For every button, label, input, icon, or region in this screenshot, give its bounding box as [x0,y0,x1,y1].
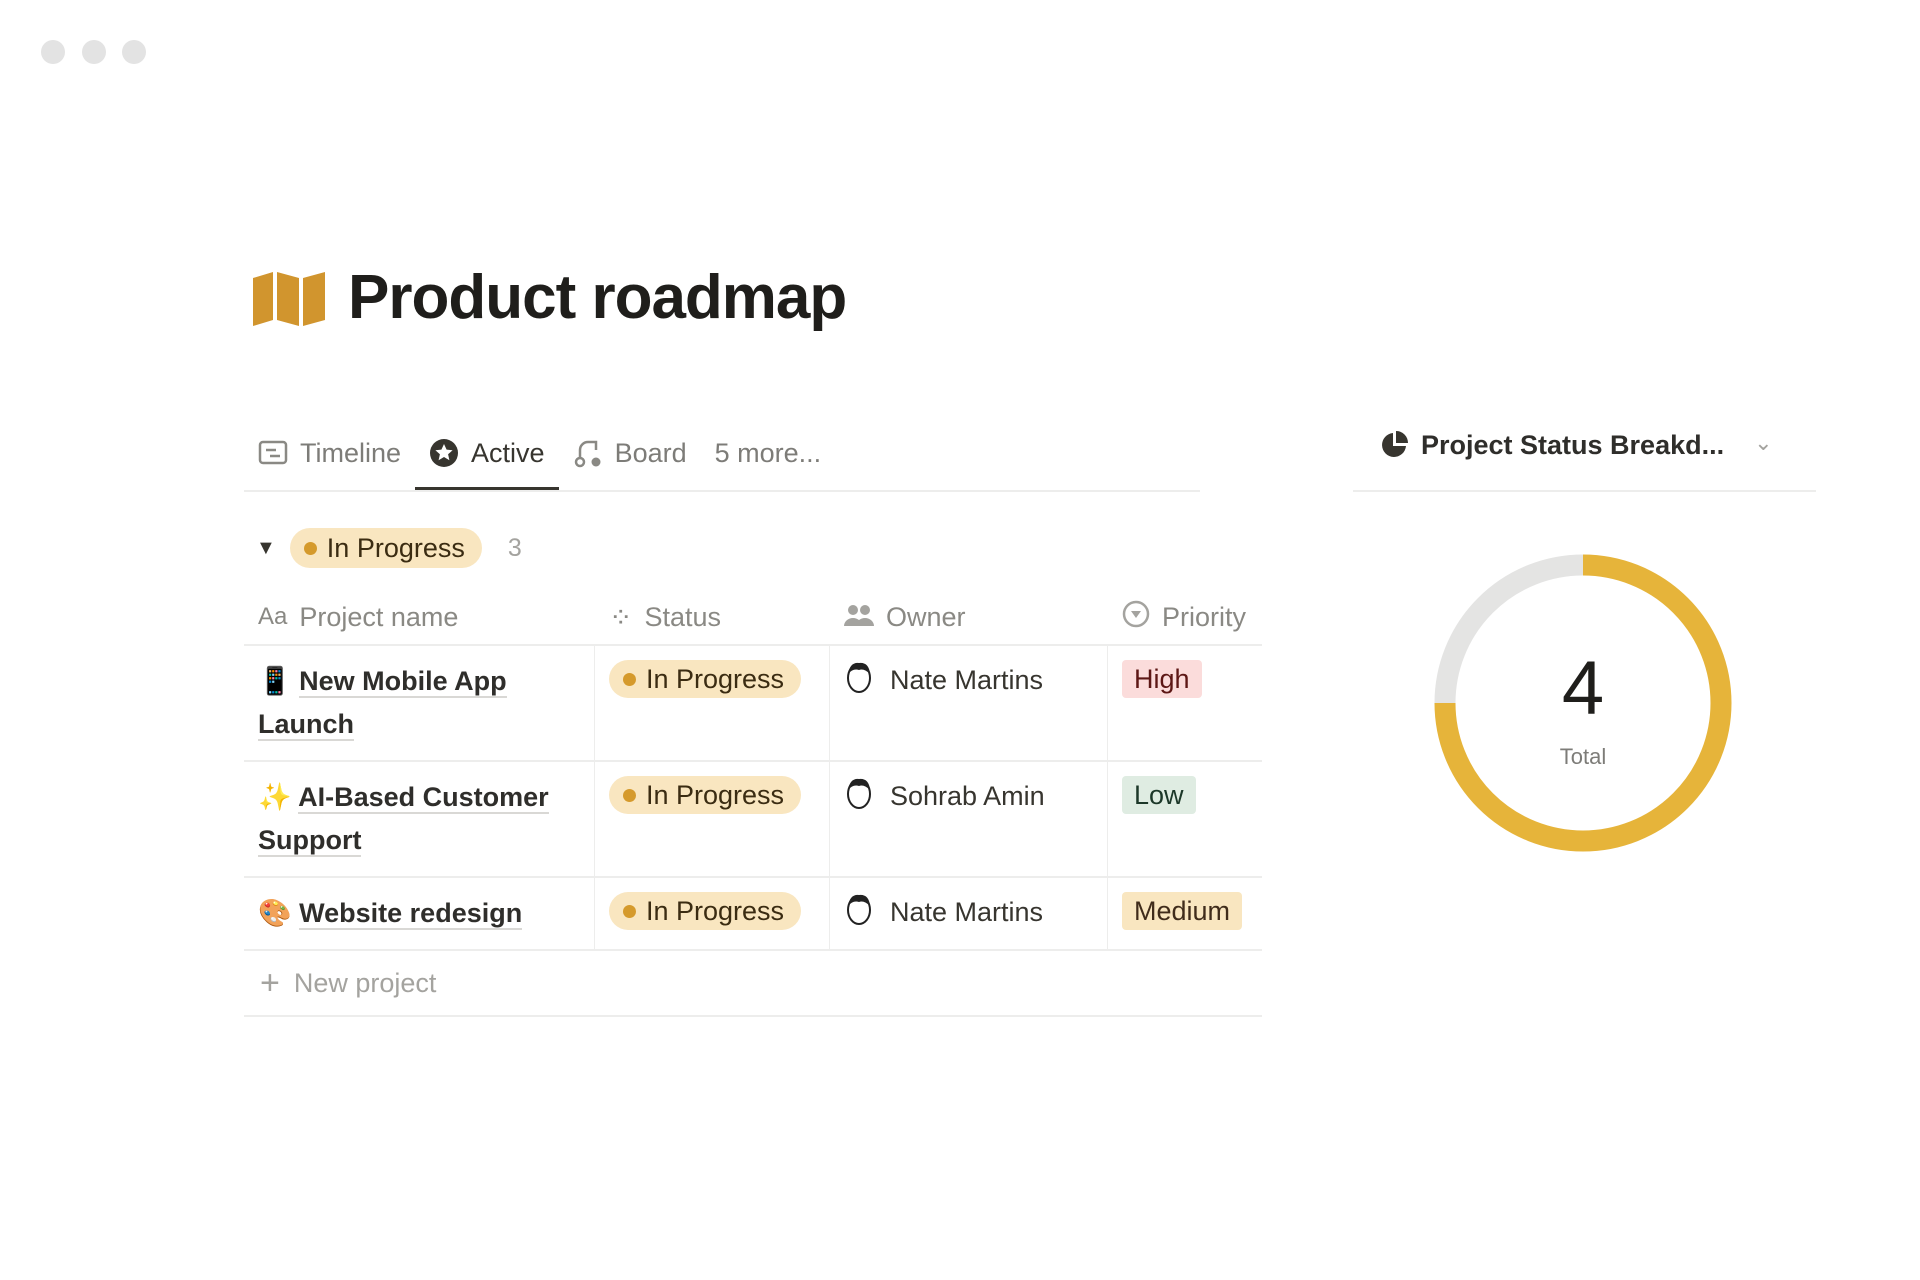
tab-label: Board [614,437,687,468]
project-name[interactable]: AI-Based Customer Support [258,782,549,857]
avatar [844,776,874,817]
header-label: Owner [886,601,966,632]
group-header: ▼ In Progress 3 [256,528,522,568]
status-badge: In Progress [609,660,802,698]
status-badge: In Progress [609,892,802,930]
header-label: Priority [1162,601,1247,632]
new-project-button[interactable]: + New project [244,951,1262,1017]
priority-cell[interactable]: Medium [1108,878,1262,949]
donut-chart [1434,554,1732,852]
people-icon [844,602,874,633]
table-row[interactable]: 🎨 Website redesign In Progress Nate Mart… [244,878,1262,951]
plus-icon: + [260,963,280,1002]
tab-label: Timeline [300,437,402,468]
select-icon [1122,600,1150,635]
avatar [844,660,874,701]
owner-cell[interactable]: Nate Martins [830,646,1108,760]
priority-badge: Low [1122,776,1196,814]
header-label: Status [644,601,722,632]
status-label: In Progress [646,663,785,694]
priority-badge: Medium [1122,892,1243,930]
map-icon [253,272,325,326]
page-title: Product roadmap [348,263,847,332]
chevron-down-icon[interactable]: ⌄ [1754,430,1773,455]
project-name-cell[interactable]: ✨ AI-Based Customer Support [244,762,595,876]
project-emoji-icon: ✨ [258,782,292,812]
timeline-icon [258,438,288,468]
project-emoji-icon: 📱 [258,666,292,696]
group-label: In Progress [326,532,465,563]
chart-panel-header[interactable]: Project Status Breakd... ⌄ [1353,430,1816,492]
avatar [844,892,874,933]
donut-total-label: Total [1559,744,1607,769]
column-header-status[interactable]: ⁘ Status [595,601,830,634]
tab-board[interactable]: Board [559,430,701,476]
status-cell[interactable]: In Progress [595,646,830,760]
text-type-icon: Aa [258,603,288,630]
more-views-button[interactable]: 5 more... [701,430,836,476]
project-emoji-icon: 🎨 [258,898,292,928]
group-status-pill: In Progress [289,528,482,568]
donut-segment[interactable] [1434,554,1732,852]
pie-chart-icon [1379,430,1409,460]
star-icon [429,438,459,468]
board-icon [573,438,603,468]
tab-timeline[interactable]: Timeline [244,430,415,476]
chart-panel-title: Project Status Breakd... [1421,430,1725,460]
status-cell[interactable]: In Progress [595,762,830,876]
group-count: 3 [507,533,522,562]
status-label: In Progress [646,895,785,926]
window-maximize-button[interactable] [122,40,146,64]
owner-cell[interactable]: Nate Martins [830,878,1108,949]
priority-cell[interactable]: High [1108,646,1262,760]
project-name-cell[interactable]: 🎨 Website redesign [244,878,595,949]
priority-cell[interactable]: Low [1108,762,1262,876]
donut-segment[interactable] [1434,554,1584,704]
tab-label: 5 more... [714,437,822,468]
project-name[interactable]: New Mobile App Launch [258,666,507,741]
status-cell[interactable]: In Progress [595,878,830,949]
column-header-owner[interactable]: Owner [830,602,1108,633]
table-header: Aa Project name ⁘ Status Owner Priority [244,590,1262,646]
view-tabs: Timeline Active Board 5 more... [244,430,1200,492]
priority-badge: High [1122,660,1202,698]
window-close-button[interactable] [41,40,65,64]
collapse-triangle-icon[interactable]: ▼ [256,536,276,559]
owner-name: Sohrab Amin [890,780,1045,811]
header-label: Project name [299,601,459,632]
status-label: In Progress [646,779,785,810]
tab-label: Active [471,437,545,468]
status-icon: ⁘ [609,601,633,633]
project-name-cell[interactable]: 📱 New Mobile App Launch [244,646,595,760]
tab-active[interactable]: Active [415,430,559,490]
owner-name: Nate Martins [890,896,1044,927]
window-minimize-button[interactable] [82,40,106,64]
owner-cell[interactable]: Sohrab Amin [830,762,1108,876]
donut-total-value: 4 [1561,646,1605,731]
table-row[interactable]: 📱 New Mobile App Launch In Progress Nate… [244,646,1262,762]
column-header-name[interactable]: Aa Project name [244,602,595,633]
column-header-priority[interactable]: Priority [1108,600,1262,635]
table-row[interactable]: ✨ AI-Based Customer Support In Progress … [244,762,1262,878]
project-name[interactable]: Website redesign [299,898,523,930]
new-project-label: New project [293,967,437,998]
status-badge: In Progress [609,776,802,814]
projects-table: Aa Project name ⁘ Status Owner Priority 📱 … [244,590,1262,1017]
owner-name: Nate Martins [890,664,1044,695]
